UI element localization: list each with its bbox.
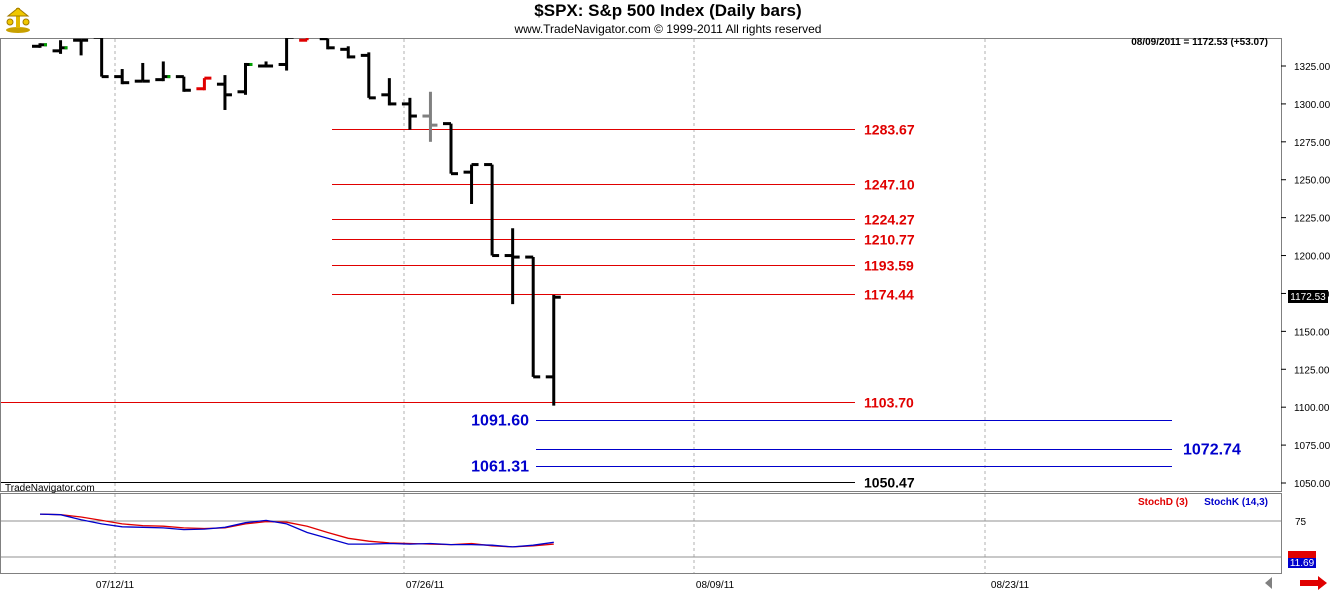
stochastic-lines	[39, 513, 554, 548]
stoch-tick-75: 75	[1295, 517, 1307, 528]
ohlc-bar	[463, 163, 479, 204]
date-axis: 07/12/11 07/26/11 08/09/11 08/23/11	[96, 580, 1030, 591]
ohlc-bar	[319, 37, 335, 50]
ohlc-bar	[443, 122, 458, 176]
level-label: 1193.59	[864, 258, 914, 274]
y-tick-label: 1325.00	[1294, 62, 1331, 73]
x-tick-label: 07/12/11	[96, 580, 135, 591]
ohlc-bar	[73, 38, 89, 56]
x-tick-label: 08/23/11	[991, 580, 1030, 591]
level-label: 1061.31	[471, 459, 529, 476]
ohlc-bar	[237, 62, 253, 95]
watermark: TradeNavigator.com	[5, 483, 95, 494]
level-label: 1072.74	[1183, 442, 1241, 459]
stoch-value-tag-bg-blue	[1288, 558, 1316, 568]
ohlc-bar	[216, 75, 232, 110]
price-axis: 1325.00 1300.00 1275.00 1250.00 1225.00 1200.…	[1281, 62, 1331, 490]
copyright-text: www.TradeNavigator.com © 1999-2011 All r…	[514, 22, 822, 36]
ohlc-bar	[381, 78, 397, 106]
y-tick-label: 1225.00	[1294, 214, 1331, 225]
ohlc-bar	[114, 69, 130, 85]
ohlc-bar	[155, 61, 171, 82]
ohlc-bar	[525, 255, 541, 379]
vertical-grid	[1, 39, 1281, 573]
stochk-line	[39, 513, 554, 548]
level-label: 1210.77	[864, 232, 915, 248]
stoch-value-tag-bg-red	[1288, 551, 1316, 558]
current-price-tag: 1172.53	[1290, 292, 1326, 303]
stochd-label: StochD (3)	[1138, 497, 1188, 508]
scroll-left-arrow-icon[interactable]	[1265, 577, 1272, 589]
y-tick-label: 1250.00	[1294, 176, 1331, 187]
y-tick-label: 1075.00	[1294, 441, 1331, 452]
level-label: 1224.27	[864, 212, 915, 228]
stochk-label: StochK (14,3)	[1204, 497, 1268, 508]
x-tick-label: 07/26/11	[406, 580, 445, 591]
scroll-right-arrow-icon[interactable]	[1300, 576, 1327, 590]
ohlc-bar	[545, 294, 561, 406]
ohlc-bar	[196, 76, 212, 91]
chart-title: $SPX: S&p 500 Index (Daily bars)	[534, 1, 802, 20]
y-tick-label: 1125.00	[1294, 365, 1330, 376]
ohlc-bar	[32, 43, 47, 48]
ohlc-bar	[422, 91, 438, 142]
level-label: 1283.67	[864, 122, 915, 138]
y-tick-label: 1200.00	[1294, 252, 1331, 263]
y-tick-label: 1300.00	[1294, 100, 1331, 111]
level-label: 1103.70	[864, 395, 914, 411]
ohlc-bar	[52, 40, 68, 54]
current-price-tag-bg	[1288, 290, 1328, 303]
stochd-line	[39, 513, 554, 548]
y-tick-label: 1050.00	[1294, 479, 1331, 490]
ohlc-bar	[360, 52, 376, 100]
chart-header: $SPX: S&p 500 Index (Daily bars) www.Tra…	[0, 0, 1336, 38]
level-label: 1247.10	[864, 177, 915, 193]
ohlc-bar	[258, 61, 274, 68]
y-tick-label: 1100.00	[1294, 403, 1330, 414]
stoch-value-tag: 11.69	[1290, 558, 1315, 569]
stoch-panel-frame	[0, 493, 1282, 574]
ohlc-bar	[134, 62, 150, 83]
level-label: 1174.44	[864, 287, 914, 303]
ohlc-bar	[340, 46, 356, 59]
ohlc-bar	[175, 75, 191, 92]
ohlc-bars	[32, 34, 561, 406]
level-label: 1091.60	[471, 413, 529, 430]
y-tick-label: 1150.00	[1294, 327, 1330, 338]
y-tick-label: 1275.00	[1294, 138, 1331, 149]
level-label: 1050.47	[864, 475, 915, 491]
support-resistance-levels: 1283.67 1247.10 1224.27 1210.77 1193.59 1174.…	[1, 122, 1241, 491]
trade-navigator-logo-icon	[4, 4, 32, 34]
ohlc-bar	[504, 228, 520, 305]
x-tick-label: 08/09/11	[696, 580, 735, 591]
ohlc-bar	[484, 163, 500, 258]
ohlc-bar	[401, 97, 417, 130]
price-info: 08/09/2011 = 1172.53 (+53.07)	[1131, 37, 1268, 48]
